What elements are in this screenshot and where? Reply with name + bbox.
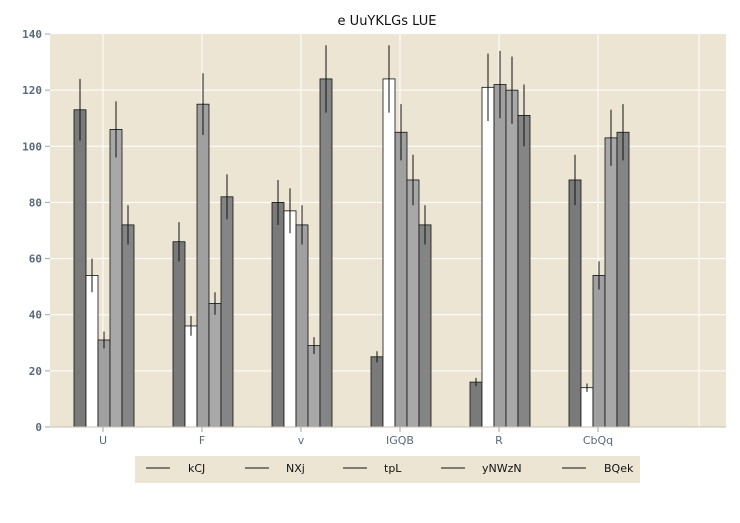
legend-label: kCJ xyxy=(188,462,205,475)
bar xyxy=(580,387,594,428)
bar xyxy=(121,224,135,428)
bar xyxy=(394,131,408,428)
bar xyxy=(283,210,297,428)
chart-title: e UuYKLGs LUE xyxy=(338,14,437,29)
bar xyxy=(616,131,630,428)
bar xyxy=(109,129,123,428)
bar xyxy=(517,115,531,428)
x-tick-label: R xyxy=(495,434,503,447)
y-tick-label: 140 xyxy=(22,28,42,41)
x-tick-label: CbQq xyxy=(583,434,613,447)
bar xyxy=(85,275,99,428)
bar xyxy=(592,275,606,428)
bar xyxy=(172,241,186,428)
bar xyxy=(73,109,87,428)
bar xyxy=(406,179,420,428)
legend-label: NXj xyxy=(286,462,305,475)
y-tick-label: 0 xyxy=(35,421,42,434)
bar xyxy=(505,89,519,428)
bar xyxy=(469,381,483,428)
y-tick-label: 60 xyxy=(29,253,42,266)
y-tick-label: 120 xyxy=(22,84,42,97)
legend-label: yNWzN xyxy=(482,462,522,475)
x-tick-label: IGQB xyxy=(386,434,414,447)
x-tick-label: U xyxy=(99,434,107,447)
legend-label: BQek xyxy=(604,462,634,475)
legend: kCJ NXj tpL yNWzN BQek xyxy=(135,456,640,483)
bar xyxy=(604,137,618,428)
bar xyxy=(97,339,111,428)
bar xyxy=(208,303,222,428)
y-tick-label: 80 xyxy=(29,196,42,209)
x-tick-label: v xyxy=(298,434,305,447)
y-tick-label: 40 xyxy=(29,309,42,322)
bar xyxy=(481,86,495,428)
legend-box xyxy=(135,456,640,483)
bar xyxy=(418,224,432,428)
bar xyxy=(307,345,321,428)
bar xyxy=(220,196,234,428)
bar xyxy=(370,356,384,428)
y-tick-label: 100 xyxy=(22,140,42,153)
x-tick-label: F xyxy=(199,434,205,447)
bar xyxy=(568,179,582,428)
bar xyxy=(271,202,285,428)
bar xyxy=(382,78,396,428)
bar xyxy=(295,224,309,428)
bar xyxy=(184,325,198,428)
bar xyxy=(319,78,333,428)
bar xyxy=(196,103,210,428)
bar xyxy=(493,84,507,428)
y-tick-label: 20 xyxy=(29,365,42,378)
legend-label: tpL xyxy=(384,462,402,475)
